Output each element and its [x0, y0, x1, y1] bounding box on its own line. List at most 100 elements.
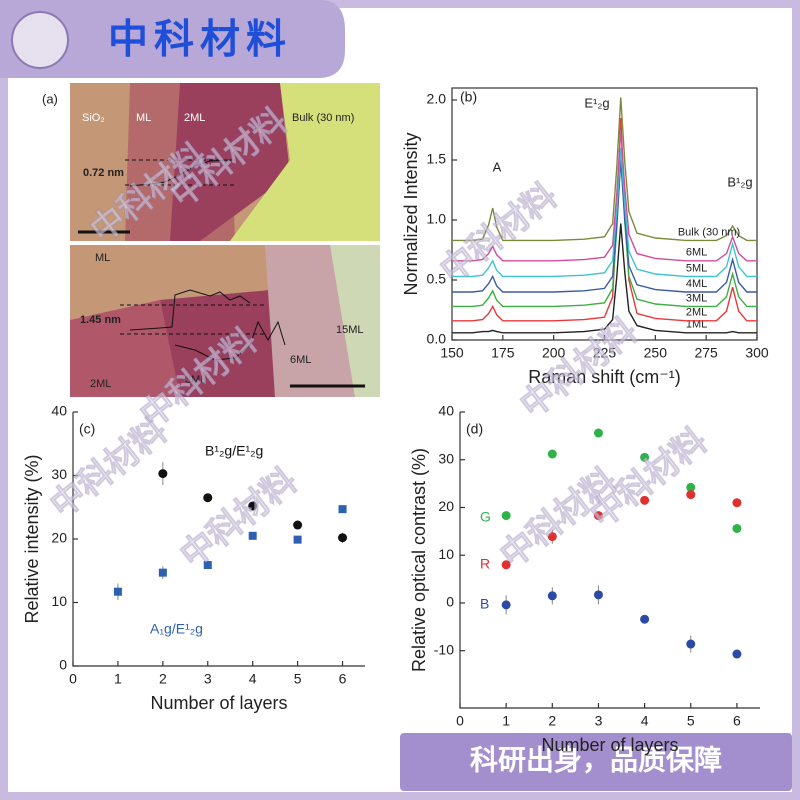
marker — [338, 505, 347, 514]
y-tick-label: 0 — [446, 594, 454, 610]
x-tick-label: 3 — [595, 713, 603, 729]
spectrum — [452, 159, 757, 293]
x-axis-title: Number of layers — [541, 735, 678, 755]
x-tick-label: 4 — [249, 671, 257, 687]
peak-label: E¹₂g — [584, 95, 609, 110]
marker — [640, 614, 650, 624]
x-tick-label: 0 — [69, 671, 77, 687]
y-tick-label: -10 — [434, 641, 454, 657]
series-label: G — [480, 509, 491, 525]
x-axis-title: Raman shift (cm⁻¹) — [528, 367, 681, 387]
region-label: 15ML — [336, 324, 364, 336]
spectrum — [452, 129, 757, 262]
spectrum — [452, 97, 757, 242]
marker — [203, 493, 213, 503]
marker — [686, 482, 696, 492]
x-tick-label: 1 — [114, 671, 122, 687]
x-tick-label: 150 — [440, 345, 464, 361]
y-tick-label: 10 — [438, 546, 454, 562]
y-tick-label: 0.0 — [427, 331, 447, 347]
x-tick-label: 2 — [159, 671, 167, 687]
series-label: 5ML — [686, 262, 707, 274]
y-tick-label: 0.5 — [427, 271, 447, 287]
x-tick-label: 0 — [456, 713, 464, 729]
header-tab — [0, 0, 345, 78]
panel-a: (a) SiO₂ ML 2ML Bulk (30 nm) 0.72 nm ML … — [42, 83, 380, 397]
marker — [501, 560, 511, 570]
region-label: ML — [136, 112, 151, 124]
series-label: A₁g/E¹₂g — [150, 621, 203, 637]
step-label: 0.72 nm — [83, 167, 124, 179]
marker — [158, 469, 168, 479]
marker — [640, 495, 650, 505]
height-profile — [129, 289, 251, 331]
height-profile — [174, 320, 286, 361]
marker — [547, 449, 557, 459]
region-bulk — [230, 83, 380, 241]
x-tick-label: 300 — [745, 345, 769, 361]
logo — [11, 11, 69, 69]
region-label: ML — [95, 252, 110, 264]
y-tick-label: 1.0 — [427, 211, 447, 227]
series-label: 6ML — [686, 247, 707, 259]
peak-label: A — [493, 159, 502, 174]
y-tick-label: 40 — [51, 403, 67, 419]
spectrum — [452, 147, 757, 278]
marker — [593, 511, 603, 521]
marker — [203, 561, 212, 570]
x-tick-label: 225 — [593, 345, 617, 361]
marker — [593, 428, 603, 438]
marker — [732, 649, 742, 659]
y-tick-label: 40 — [438, 403, 454, 419]
x-tick-label: 3 — [204, 671, 212, 687]
region-label: SiO₂ — [82, 112, 105, 124]
panel-label: (b) — [460, 89, 477, 105]
x-tick-label: 6 — [733, 713, 741, 729]
marker — [501, 600, 511, 610]
series-label: 4ML — [686, 278, 707, 290]
y-axis-title: Normalized Intensity — [401, 132, 421, 295]
y-axis-title: Relative optical contrast (%) — [409, 448, 429, 672]
x-tick-label: 250 — [644, 345, 668, 361]
region-label: 2ML — [90, 378, 111, 390]
marker — [732, 523, 742, 533]
marker — [248, 501, 258, 511]
height-profile — [129, 159, 231, 187]
slogan: 科研出身，品质保障 — [470, 743, 722, 775]
marker — [640, 452, 650, 462]
series-label: Bulk (30 nm) — [678, 226, 740, 238]
marker — [686, 490, 696, 500]
y-tick-label: 0 — [59, 657, 67, 673]
region-2ml — [70, 300, 180, 397]
x-tick-label: 2 — [548, 713, 556, 729]
x-tick-label: 200 — [542, 345, 566, 361]
marker — [158, 568, 167, 577]
spectrum — [452, 223, 757, 334]
series-label: B¹₂g/E¹₂g — [205, 443, 263, 459]
x-tick-label: 6 — [339, 671, 347, 687]
region-2ml — [170, 83, 290, 241]
panel-label: (d) — [466, 421, 483, 437]
x-tick-label: 5 — [294, 671, 302, 687]
y-tick-label: 2.0 — [427, 91, 447, 107]
region-label: 2ML — [184, 112, 205, 124]
x-tick-label: 4 — [641, 713, 649, 729]
marker — [338, 533, 348, 543]
marker — [732, 498, 742, 508]
region-15ml — [330, 245, 380, 397]
panel-label: (c) — [79, 421, 95, 437]
y-tick-label: 1.5 — [427, 151, 447, 167]
x-tick-label: 275 — [694, 345, 718, 361]
region-3ml — [160, 290, 275, 397]
y-tick-label: 20 — [51, 530, 67, 546]
footer-bar — [400, 733, 792, 791]
region-label: 6ML — [290, 354, 311, 366]
series-label: 3ML — [686, 292, 707, 304]
marker — [547, 532, 557, 542]
x-axis-title: Number of layers — [150, 693, 287, 713]
peak-label: B¹₂g — [727, 174, 752, 189]
marker — [293, 535, 302, 544]
series-label: 1ML — [686, 319, 707, 331]
panel-label: (a) — [42, 91, 58, 106]
